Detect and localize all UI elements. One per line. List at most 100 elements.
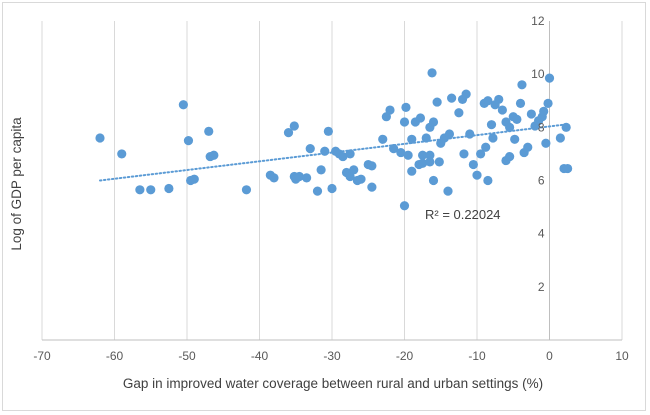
data-point: [356, 174, 366, 184]
data-point: [146, 185, 156, 195]
y-tick-label: 4: [538, 227, 545, 241]
data-point: [555, 133, 565, 143]
x-tick-label: -10: [468, 349, 486, 363]
y-tick-label: 12: [531, 14, 545, 28]
data-point: [483, 96, 493, 106]
data-point: [541, 138, 551, 148]
data-point: [561, 122, 571, 132]
data-point: [418, 158, 428, 168]
tick-labels: -70 -60 -50 -40 -30 -20 -10 0 10 2 4 6 8 10 12: [33, 14, 629, 363]
data-point: [399, 117, 410, 127]
data-point: [427, 68, 437, 78]
data-point: [543, 98, 553, 109]
data-point: [320, 146, 330, 156]
data-point: [517, 80, 527, 90]
data-point: [497, 105, 507, 115]
x-tick-label: -70: [33, 349, 51, 363]
data-point: [269, 173, 279, 183]
data-point: [349, 165, 359, 175]
data-point: [512, 114, 522, 124]
data-point: [447, 93, 457, 103]
data-point: [164, 183, 174, 194]
data-point: [204, 126, 214, 136]
x-tick-label: 0: [546, 349, 553, 363]
x-tick-label: -40: [251, 349, 269, 363]
data-point: [505, 151, 515, 162]
y-tick-label: 2: [538, 280, 545, 294]
y-tick-label: 10: [531, 67, 545, 81]
data-point: [378, 134, 388, 144]
data-point: [434, 157, 444, 167]
data-point: [327, 183, 337, 194]
data-point: [95, 133, 105, 143]
data-point: [367, 161, 377, 171]
data-point: [345, 149, 355, 159]
x-tick-label: -20: [396, 349, 414, 363]
data-point: [135, 185, 145, 195]
data-points: [95, 68, 573, 211]
x-tick-label: -60: [106, 349, 124, 363]
data-point: [428, 175, 439, 186]
data-point: [385, 105, 395, 115]
data-point: [476, 149, 486, 159]
data-point: [481, 142, 491, 152]
data-point: [459, 149, 469, 159]
y-tick-label: 8: [538, 120, 545, 134]
data-point: [523, 142, 533, 152]
data-point: [316, 165, 326, 175]
data-point: [189, 174, 199, 184]
data-point: [468, 159, 478, 170]
data-point: [289, 121, 299, 131]
data-point: [443, 186, 453, 196]
data-point: [494, 94, 504, 105]
data-point: [483, 175, 493, 186]
data-point: [454, 108, 464, 118]
data-point: [563, 163, 573, 174]
data-point: [432, 97, 442, 107]
data-point: [407, 166, 417, 176]
data-point: [425, 157, 435, 167]
data-point: [403, 150, 413, 160]
data-point: [472, 170, 482, 180]
x-tick-label: 10: [615, 349, 629, 363]
data-point: [338, 151, 348, 162]
y-axis-title: Log of GDP per capita: [9, 117, 24, 251]
data-point: [544, 73, 555, 83]
data-point: [407, 134, 417, 144]
chart-frame: [2, 2, 646, 411]
data-point: [505, 122, 515, 132]
data-point: [488, 133, 498, 143]
data-point: [461, 89, 471, 99]
data-point: [421, 133, 431, 143]
data-point: [323, 126, 333, 136]
data-point: [539, 106, 549, 116]
data-point: [418, 150, 428, 160]
data-point: [401, 102, 411, 112]
data-point: [428, 117, 439, 127]
data-point: [510, 134, 520, 144]
data-point: [294, 171, 304, 182]
data-point: [305, 144, 315, 154]
data-point: [183, 136, 194, 146]
data-point: [117, 149, 127, 159]
data-point: [486, 120, 497, 130]
data-point: [241, 185, 252, 195]
data-point: [515, 98, 526, 109]
data-point: [415, 113, 426, 123]
data-point: [302, 173, 312, 183]
data-point: [396, 147, 406, 158]
data-point: [178, 100, 188, 110]
data-point: [389, 144, 399, 154]
gridlines: [41, 21, 623, 340]
data-point: [425, 150, 435, 160]
x-axis-title: Gap in improved water coverage between r…: [123, 376, 543, 391]
data-point: [367, 182, 377, 192]
x-tick-label: -50: [178, 349, 196, 363]
data-point: [444, 129, 455, 139]
r-squared-annotation: R² = 0.22024: [425, 207, 501, 222]
data-point: [283, 128, 294, 138]
x-tick-label: -30: [323, 349, 341, 363]
data-point: [399, 201, 410, 211]
data-point: [312, 186, 323, 196]
